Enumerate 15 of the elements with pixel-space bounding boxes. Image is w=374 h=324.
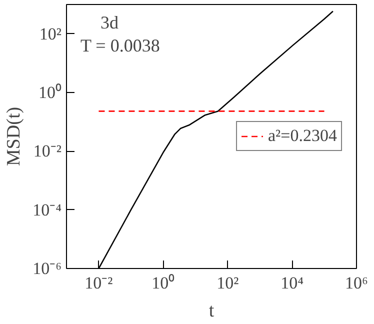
x-tick-label: 10² [216, 274, 239, 292]
annotation: 3d [100, 12, 118, 32]
y-tick-label: 10⁻² [33, 142, 62, 161]
annotation: T = 0.0038 [80, 36, 160, 56]
x-tick-label: 10⁴ [280, 274, 304, 292]
legend-label: a²=0.2304 [268, 126, 337, 146]
y-tick-label: 10² [39, 24, 62, 44]
y-axis-title: MSD(t) [4, 106, 25, 166]
y-tick-label: 10⁻⁶ [32, 259, 62, 278]
x-axis-title: t [208, 300, 215, 322]
y-tick-label: 10⁻⁴ [32, 200, 62, 220]
x-tick-label: 10⁻² [84, 274, 113, 292]
x-tick-label: 10⁰ [152, 274, 175, 292]
x-tick-label: 10⁶ [345, 274, 368, 292]
y-tick-label: 10⁰ [38, 83, 62, 102]
